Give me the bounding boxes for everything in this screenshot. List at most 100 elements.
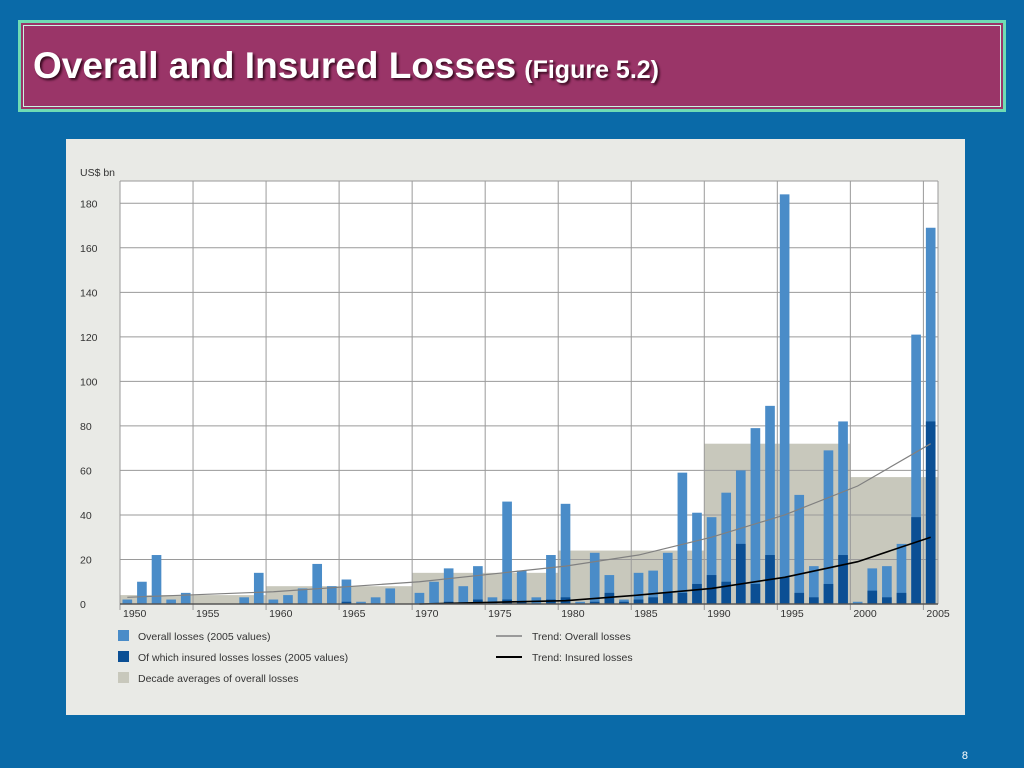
x-tick-label: 1950: [123, 608, 147, 620]
x-tick-label: 1985: [634, 608, 658, 620]
overall-loss-bar: [297, 588, 308, 604]
overall-loss-bar: [370, 597, 381, 604]
overall-loss-bar: [473, 566, 483, 604]
overall-loss-bar: [312, 563, 323, 604]
overall-loss-bar: [838, 421, 848, 604]
insured-loss-bar: [706, 575, 717, 604]
x-tick-label: 1955: [196, 608, 220, 620]
decade-average-bar: [850, 477, 938, 604]
overall-loss-bar: [341, 579, 352, 604]
y-tick-label: 0: [80, 599, 86, 611]
insured-loss-bar: [925, 421, 936, 604]
insured-loss-bar: [750, 583, 761, 604]
insured-loss-bar: [589, 601, 600, 604]
insured-loss-bar: [692, 583, 702, 604]
overall-loss-bar: [326, 586, 337, 604]
insured-loss-bar: [867, 590, 878, 604]
insured-loss-bar: [516, 601, 527, 604]
overall-loss-bar: [589, 552, 600, 604]
overall-loss-bar: [692, 512, 702, 604]
overall-loss-bar: [516, 570, 527, 604]
slide-title-subtitle: (Figure 5.2): [524, 56, 659, 84]
y-tick-label: 20: [80, 554, 92, 566]
x-tick-label: 1980: [561, 608, 585, 620]
y-tick-label: 140: [80, 287, 98, 299]
overall-loss-bar: [180, 592, 191, 604]
y-tick-label: 100: [80, 376, 98, 388]
overall-loss-bar: [882, 566, 892, 604]
overall-loss-bar: [546, 555, 556, 604]
overall-loss-bar: [604, 575, 615, 604]
overall-loss-bar: [823, 450, 834, 604]
overall-loss-bar: [852, 601, 863, 604]
overall-loss-bar: [706, 517, 717, 604]
loss-chart: 0 20 40 60 80 100 120 140 160 180 US$ bn 1950 1955 19…: [80, 167, 950, 685]
page-number: 8: [961, 750, 968, 762]
y-tick-label: 160: [80, 243, 98, 255]
overall-loss-bar: [575, 601, 585, 604]
x-tick-label: 2000: [853, 608, 877, 620]
x-tick-label: 1990: [707, 608, 731, 620]
y-tick-label: 80: [80, 421, 92, 433]
overall-loss-bar: [735, 470, 746, 604]
overall-loss-bar: [662, 552, 673, 604]
x-tick-label: 1965: [342, 608, 366, 620]
insured-loss-bar: [721, 581, 732, 604]
chart-panel: 0 20 40 60 80 100 120 140 160 180 US$ bn 1950 1955 19…: [66, 139, 965, 715]
insured-loss-bar: [882, 597, 892, 604]
overall-loss-bar: [633, 572, 644, 604]
overall-loss-bar: [911, 334, 921, 604]
overall-loss-bar: [385, 588, 396, 604]
overall-loss-bar: [487, 597, 498, 604]
overall-loss-bar: [502, 501, 512, 604]
overall-loss-bar: [283, 595, 293, 604]
overall-loss-bar: [443, 568, 454, 604]
insured-loss-bar: [633, 599, 644, 604]
insured-loss-bar: [648, 597, 658, 604]
legend-label-decade: Decade averages of overall losses: [138, 673, 299, 685]
overall-loss-bar: [268, 599, 279, 604]
slide-title-main: Overall and Insured Losses: [33, 45, 517, 86]
overall-loss-bar: [721, 492, 732, 604]
legend-swatch-insured: [118, 651, 129, 662]
insured-loss-bar: [473, 599, 483, 604]
insured-loss-bar: [896, 592, 907, 604]
overall-loss-bar: [677, 472, 688, 604]
overall-loss-bar: [560, 503, 571, 604]
overall-loss-bar: [896, 543, 907, 604]
insured-loss-bar: [341, 601, 352, 604]
insured-loss-bar: [809, 597, 819, 604]
insured-loss-bar: [735, 543, 746, 604]
legend-label-insured: Of which insured losses losses (2005 val…: [138, 652, 348, 664]
trend-overall-line: [127, 443, 931, 598]
insured-loss-bar: [911, 517, 921, 604]
trend-insured-line: [419, 536, 931, 605]
legend-label-trend-overall: Trend: Overall losses: [532, 631, 631, 643]
insured-loss-bar: [823, 583, 834, 604]
overall-loss-bar: [458, 586, 469, 604]
x-tick-label: 1975: [488, 608, 512, 620]
slide-title: Overall and Insured Losses (Figure 5.2): [33, 45, 659, 87]
insured-loss-bar: [604, 592, 615, 604]
overall-loss-bar: [648, 570, 658, 604]
insured-loss-bar: [677, 592, 688, 604]
overall-loss-bar: [765, 405, 775, 604]
legend-label-trend-insured: Trend: Insured losses: [532, 652, 633, 664]
overall-loss-bar: [867, 568, 878, 604]
overall-loss-bar: [429, 581, 439, 604]
overall-loss-bar: [414, 592, 425, 604]
x-tick-label: 1970: [415, 608, 439, 620]
overall-loss-bar: [794, 494, 805, 604]
legend-swatch-overall: [118, 630, 129, 641]
overall-loss-bar: [166, 599, 176, 604]
insured-loss-bar: [619, 601, 629, 604]
y-tick-label: 120: [80, 332, 98, 344]
overall-loss-bar: [779, 194, 790, 604]
overall-loss-bar: [925, 227, 936, 604]
insured-loss-bar: [838, 555, 848, 604]
overall-loss-bar: [239, 597, 249, 604]
overall-loss-bar: [750, 428, 761, 604]
x-tick-label: 1995: [780, 608, 804, 620]
y-tick-label: 40: [80, 510, 92, 522]
legend-label-overall: Overall losses (2005 values): [138, 631, 270, 643]
